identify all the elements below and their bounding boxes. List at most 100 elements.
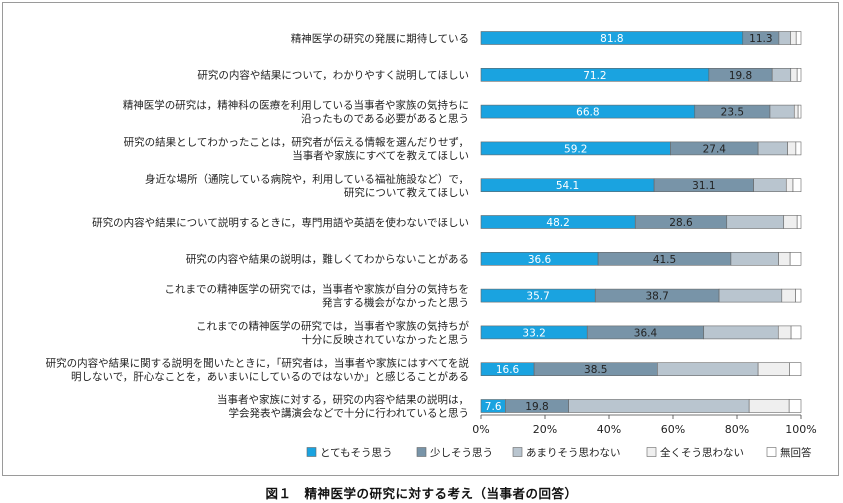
category-label-line: 研究の内容や結果について，わかりやすく説明してほしい bbox=[197, 69, 469, 82]
category-label: 当事者や家族に対する，研究の内容や結果の説明は，学会発表や講演会などで十分に行わ… bbox=[217, 393, 469, 420]
category-label-line: 研究の結果としてわかったことは，研究者が伝える情報を選んだりせず， bbox=[124, 135, 469, 148]
figure-caption: 図１ 精神医学の研究に対する考え（当事者の回答） bbox=[265, 486, 578, 501]
bar-segment bbox=[657, 362, 759, 377]
bar-segment bbox=[757, 141, 788, 156]
data-label: 19.8 bbox=[525, 401, 548, 413]
category-label: 研究の内容や結果について説明するときに，専門用語や英語を使わないでほしい bbox=[92, 216, 469, 229]
legend-label: とてもそう思う bbox=[320, 447, 392, 459]
bar-segment bbox=[778, 31, 791, 45]
data-label: 38.7 bbox=[645, 291, 668, 303]
category-label-line: 明しないで，肝心なことを，あいまいにしているのではないか」と感じることがある bbox=[71, 370, 469, 383]
bar-segment bbox=[790, 31, 797, 45]
bar-segment bbox=[753, 178, 787, 192]
data-label: 81.8 bbox=[600, 33, 623, 45]
data-label: 23.5 bbox=[721, 107, 744, 119]
category-label-line: 研究の内容や結果の説明は，難しくてわからないことがある bbox=[186, 253, 469, 266]
bar-segment bbox=[790, 68, 798, 82]
data-label: 71.2 bbox=[583, 70, 606, 82]
category-label-line: これまでの精神医学の研究では，当事者や家族の気持ちが bbox=[196, 319, 469, 332]
bar-segment bbox=[748, 399, 790, 413]
data-label: 33.2 bbox=[522, 327, 545, 339]
bar-segment bbox=[795, 31, 802, 45]
legend-label: 少しそう思う bbox=[430, 447, 493, 459]
bar-segment bbox=[757, 362, 790, 377]
data-label: 48.2 bbox=[546, 217, 569, 229]
bar-segment bbox=[777, 325, 792, 340]
category-label-line: 発言する機会がなかったと思う bbox=[322, 296, 469, 309]
bar-segment bbox=[771, 68, 792, 82]
legend-swatch bbox=[306, 447, 317, 457]
category-label-line: 研究の内容や結果に関する説明を聞いたときに，「研究者は，当事者や家族にはすべてを… bbox=[46, 356, 470, 369]
bar-segment bbox=[783, 215, 798, 229]
bar-segment bbox=[796, 68, 802, 82]
data-label: 7.6 bbox=[485, 401, 502, 413]
category-label: 精神医学の研究は，精神科の医療を利用している当事者や家族の気持ちに沿ったものであ… bbox=[123, 99, 469, 126]
data-label: 66.8 bbox=[576, 107, 599, 119]
bar-segment bbox=[789, 362, 802, 377]
category-label: 研究の内容や結果について，わかりやすく説明してほしい bbox=[197, 69, 469, 82]
bar-segment bbox=[790, 325, 802, 340]
category-label-line: 十分に反映されていなかったと思う bbox=[301, 333, 469, 346]
data-label: 11.3 bbox=[749, 33, 772, 45]
category-label: 研究の内容や結果の説明は，難しくてわからないことがある bbox=[186, 253, 469, 266]
category-label-line: 当事者や家族にすべてを教えてほしい bbox=[292, 149, 469, 162]
data-label: 54.1 bbox=[556, 180, 579, 192]
category-label: これまでの精神医学の研究では，当事者や家族が自分の気持ちを発言する機会がなかった… bbox=[165, 283, 470, 310]
legend-swatch bbox=[766, 447, 777, 457]
bar-segment bbox=[730, 252, 779, 266]
bar-segment bbox=[785, 178, 794, 192]
data-label: 28.6 bbox=[669, 217, 693, 229]
category-label-line: 身近な場所（通院している病院や，利用している福祉施設など）で， bbox=[145, 172, 469, 185]
bar-segment bbox=[795, 288, 802, 303]
bar-segment bbox=[792, 178, 802, 192]
category-label: 精神医学の研究の発展に期待している bbox=[291, 32, 469, 45]
bar-segment bbox=[795, 141, 802, 156]
legend-swatch bbox=[416, 447, 427, 457]
data-label: 38.5 bbox=[584, 364, 607, 376]
legend-label: 全くそう思わない bbox=[660, 446, 744, 459]
x-tick-label: 60% bbox=[661, 423, 685, 436]
bar-segment bbox=[789, 252, 802, 266]
bar-segment bbox=[769, 104, 795, 119]
category-label-line: 研究の内容や結果について説明するときに，専門用語や英語を使わないでほしい bbox=[92, 216, 469, 229]
x-tick-label: 80% bbox=[725, 423, 749, 436]
bar-segment bbox=[568, 399, 750, 413]
data-label: 31.1 bbox=[692, 180, 715, 192]
category-label-line: 沿ったものである必要があると思う bbox=[301, 112, 469, 125]
data-label: 36.6 bbox=[528, 254, 552, 266]
bar-segment bbox=[796, 215, 802, 229]
bar-segment bbox=[703, 325, 779, 340]
bar-segment bbox=[787, 141, 797, 156]
bar-segment bbox=[781, 288, 796, 303]
data-label: 59.2 bbox=[564, 143, 587, 155]
category-label-line: 研究について教えてほしい bbox=[344, 186, 469, 199]
x-tick-label: 0% bbox=[472, 423, 489, 436]
category-label: 身近な場所（通院している病院や，利用している福祉施設など）で，研究について教えて… bbox=[145, 172, 469, 199]
bar-segment bbox=[797, 104, 802, 119]
category-label-line: これまでの精神医学の研究では，当事者や家族が自分の気持ちを bbox=[165, 283, 470, 296]
bar-segment bbox=[778, 252, 791, 266]
category-label-line: 当事者や家族に対する，研究の内容や結果の説明は， bbox=[217, 393, 469, 406]
category-label: 研究の内容や結果に関する説明を聞いたときに，「研究者は，当事者や家族にはすべてを… bbox=[46, 356, 470, 383]
data-label: 19.8 bbox=[729, 70, 752, 82]
x-tick-label: 100% bbox=[785, 423, 816, 436]
category-label-line: 学会発表や講演会などで十分に行われていると思う bbox=[229, 407, 469, 420]
data-label: 16.6 bbox=[496, 364, 520, 376]
stacked-bar-chart: 精神医学の研究の発展に期待している 81.8 11.3 研究の内容や結果について，わか… bbox=[46, 31, 817, 459]
bar-segment bbox=[726, 215, 785, 229]
category-label-line: 精神医学の研究は，精神科の医療を利用している当事者や家族の気持ちに bbox=[123, 99, 469, 112]
legend-label: あまりそう思わない bbox=[526, 447, 621, 459]
category-label: 研究の結果としてわかったことは，研究者が伝える情報を選んだりせず，当事者や家族に… bbox=[124, 135, 469, 162]
bar-segment bbox=[788, 399, 802, 413]
category-label: これまでの精神医学の研究では，当事者や家族の気持ちが十分に反映されていなかったと… bbox=[196, 319, 469, 346]
data-label: 36.4 bbox=[634, 327, 658, 339]
legend-label: 無回答 bbox=[780, 446, 812, 459]
x-tick-label: 40% bbox=[597, 423, 621, 436]
category-label-line: 精神医学の研究の発展に期待している bbox=[291, 32, 469, 45]
legend-swatch bbox=[512, 447, 523, 457]
data-label: 41.5 bbox=[653, 254, 676, 266]
bar-segment bbox=[718, 288, 783, 303]
bar-segment bbox=[793, 104, 799, 119]
data-label: 27.4 bbox=[703, 143, 727, 155]
x-tick-label: 20% bbox=[533, 423, 557, 436]
